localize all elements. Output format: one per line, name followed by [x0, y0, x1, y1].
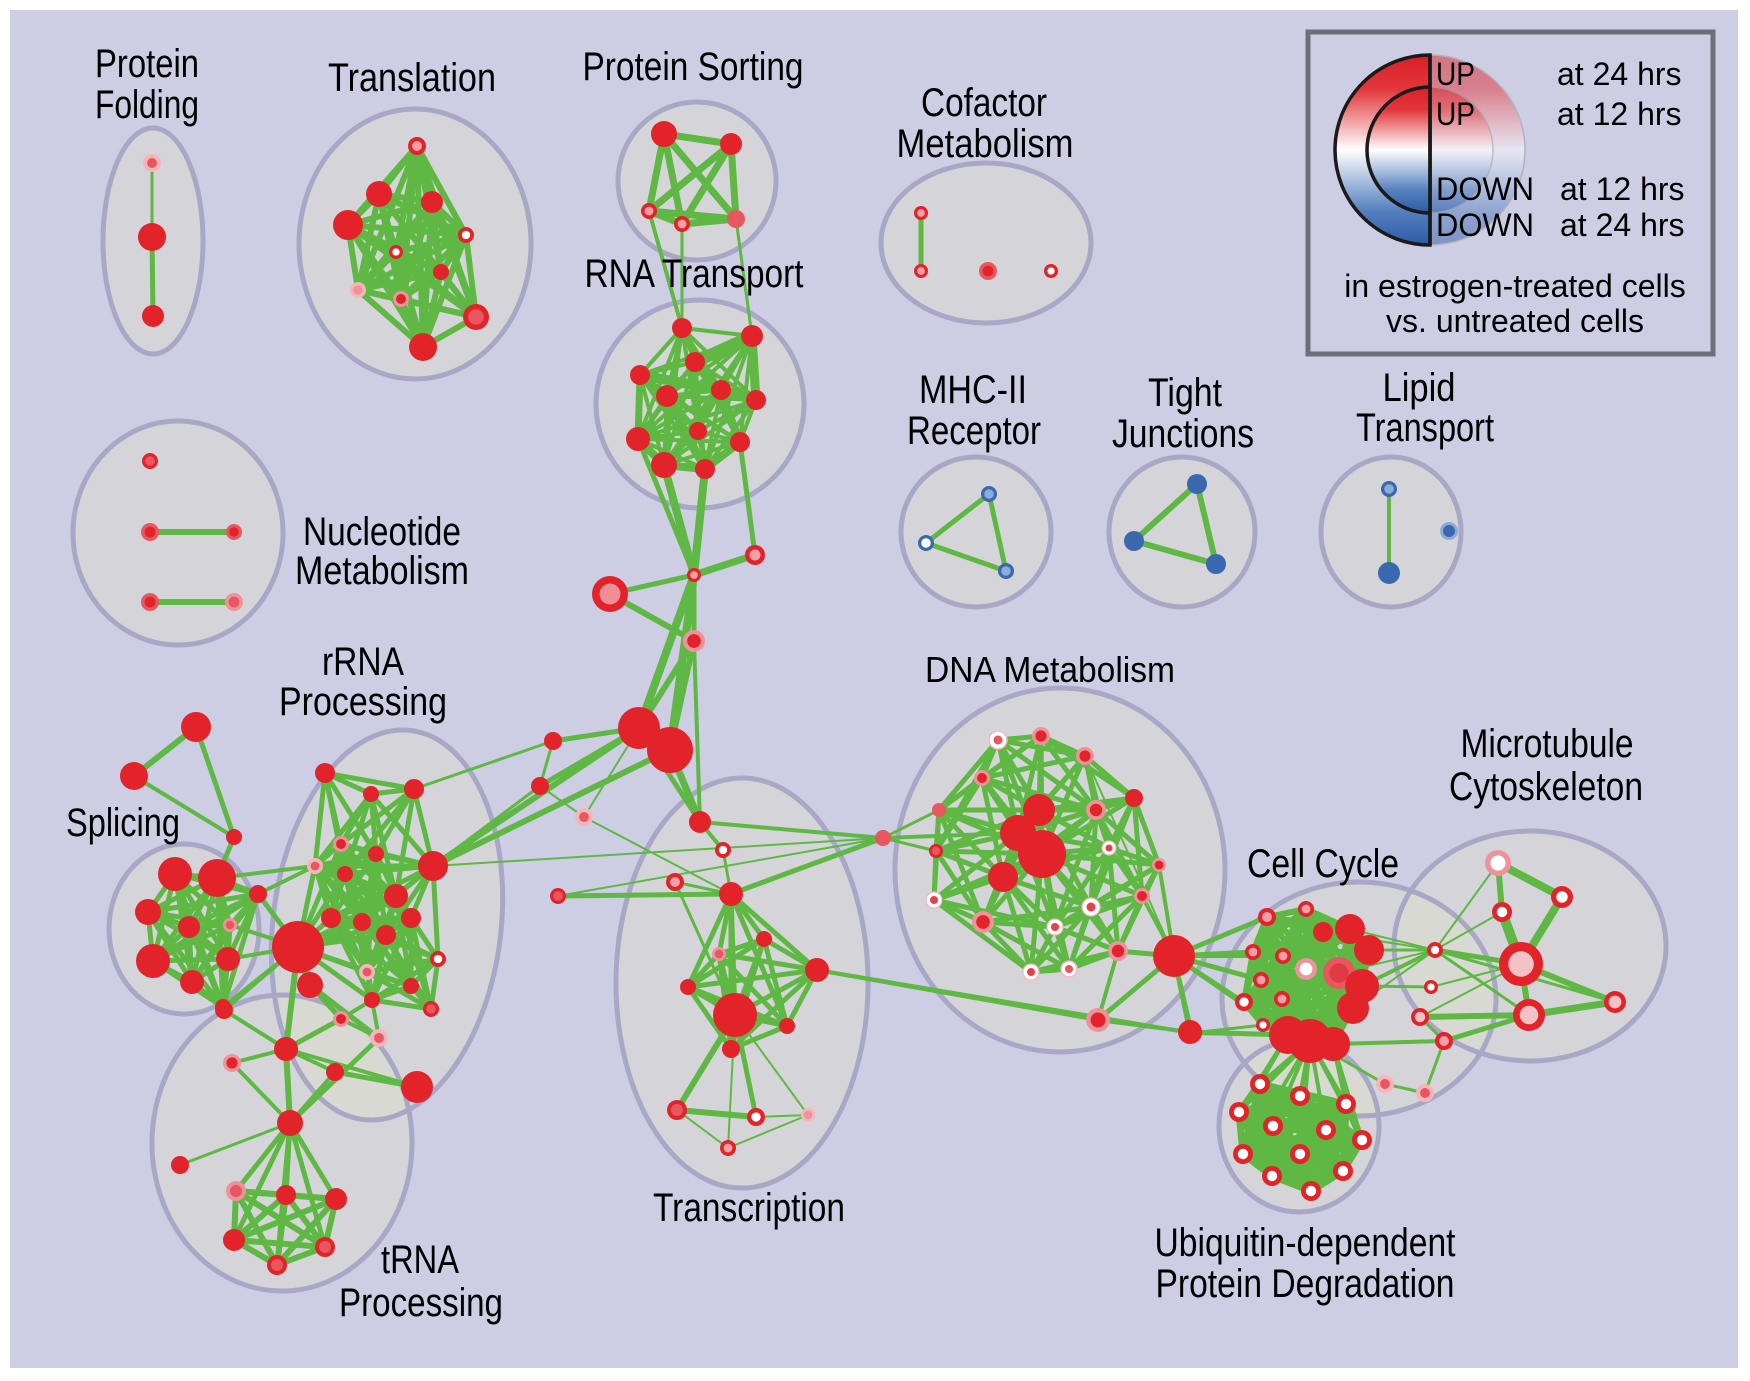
- svg-text:Processing: Processing: [279, 680, 447, 724]
- svg-text:Protein Sorting: Protein Sorting: [583, 45, 804, 89]
- svg-text:Microtubule: Microtubule: [1461, 722, 1634, 766]
- svg-text:at 12 hrs: at 12 hrs: [1557, 96, 1682, 132]
- svg-text:Lipid: Lipid: [1383, 366, 1456, 410]
- svg-text:at 12 hrs: at 12 hrs: [1560, 171, 1685, 207]
- svg-text:RNA Transport: RNA Transport: [585, 252, 804, 296]
- svg-text:vs. untreated cells: vs. untreated cells: [1386, 303, 1644, 339]
- svg-text:at 24 hrs: at 24 hrs: [1560, 207, 1685, 243]
- svg-text:Cell Cycle: Cell Cycle: [1247, 842, 1399, 886]
- svg-text:Tight: Tight: [1148, 371, 1222, 415]
- svg-text:Cofactor: Cofactor: [921, 81, 1047, 125]
- svg-text:in estrogen-treated cells: in estrogen-treated cells: [1344, 268, 1686, 304]
- svg-text:DOWN: DOWN: [1436, 207, 1534, 243]
- svg-text:Metabolism: Metabolism: [295, 549, 469, 593]
- svg-text:MHC-II: MHC-II: [919, 368, 1027, 412]
- svg-text:UP: UP: [1436, 96, 1475, 132]
- svg-text:Ubiquitin-dependent: Ubiquitin-dependent: [1155, 1221, 1456, 1265]
- svg-text:DNA Metabolism: DNA Metabolism: [925, 649, 1175, 690]
- svg-text:tRNA: tRNA: [381, 1238, 459, 1282]
- svg-text:Receptor: Receptor: [907, 409, 1041, 453]
- svg-text:Metabolism: Metabolism: [897, 122, 1074, 166]
- svg-text:Cytoskeleton: Cytoskeleton: [1449, 765, 1643, 809]
- svg-text:at 24 hrs: at 24 hrs: [1557, 56, 1682, 92]
- svg-text:Translation: Translation: [328, 56, 496, 100]
- svg-text:rRNA: rRNA: [322, 640, 404, 684]
- svg-text:Folding: Folding: [95, 83, 199, 127]
- svg-text:Transcription: Transcription: [653, 1186, 845, 1230]
- svg-text:Splicing: Splicing: [66, 801, 180, 845]
- svg-text:Nucleotide: Nucleotide: [303, 510, 461, 554]
- svg-text:DOWN: DOWN: [1436, 171, 1534, 207]
- svg-text:Protein Degradation: Protein Degradation: [1156, 1262, 1455, 1306]
- svg-text:Protein: Protein: [95, 42, 199, 86]
- svg-text:Junctions: Junctions: [1112, 412, 1254, 456]
- svg-text:Processing: Processing: [339, 1281, 503, 1325]
- svg-text:Transport: Transport: [1356, 406, 1494, 450]
- svg-text:UP: UP: [1436, 56, 1475, 92]
